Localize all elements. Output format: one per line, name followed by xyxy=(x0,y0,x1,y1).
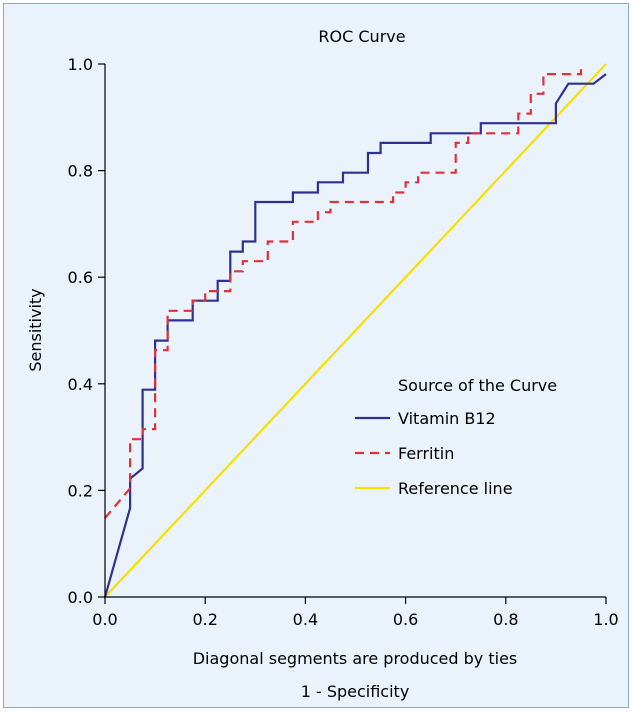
series-line-ferritin xyxy=(104,64,583,519)
x-tick-label: 0.8 xyxy=(493,610,518,629)
legend: Source of the Curve Vitamin B12 Ferritin R… xyxy=(355,376,557,498)
legend-title: Source of the Curve xyxy=(398,376,557,395)
x-tick-label: 1.0 xyxy=(593,610,618,629)
x-tick-label: 0.2 xyxy=(192,610,217,629)
y-tick-label: 0.6 xyxy=(68,268,93,287)
y-tick-label: 1.0 xyxy=(68,55,93,74)
y-tick-label: 0.2 xyxy=(68,481,93,500)
ties-note: Diagonal segments are produced by ties xyxy=(193,649,518,668)
y-tick-label: 0.8 xyxy=(68,162,93,181)
x-tick-label: 0.4 xyxy=(293,610,318,629)
x-tick-label: 0.6 xyxy=(393,610,418,629)
legend-label: Reference line xyxy=(398,479,513,498)
legend-label: Vitamin B12 xyxy=(398,409,496,428)
y-axis-label: Sensitivity xyxy=(26,288,45,371)
legend-label: Ferritin xyxy=(398,444,454,463)
x-axis-label: 1 - Specificity xyxy=(301,682,410,701)
chart-title: ROC Curve xyxy=(318,27,405,46)
x-tick-label: 0.0 xyxy=(92,610,117,629)
y-tick-label: 0.0 xyxy=(68,588,93,607)
y-tick-label: 0.4 xyxy=(68,375,93,394)
series-line-reference-line xyxy=(104,63,607,598)
